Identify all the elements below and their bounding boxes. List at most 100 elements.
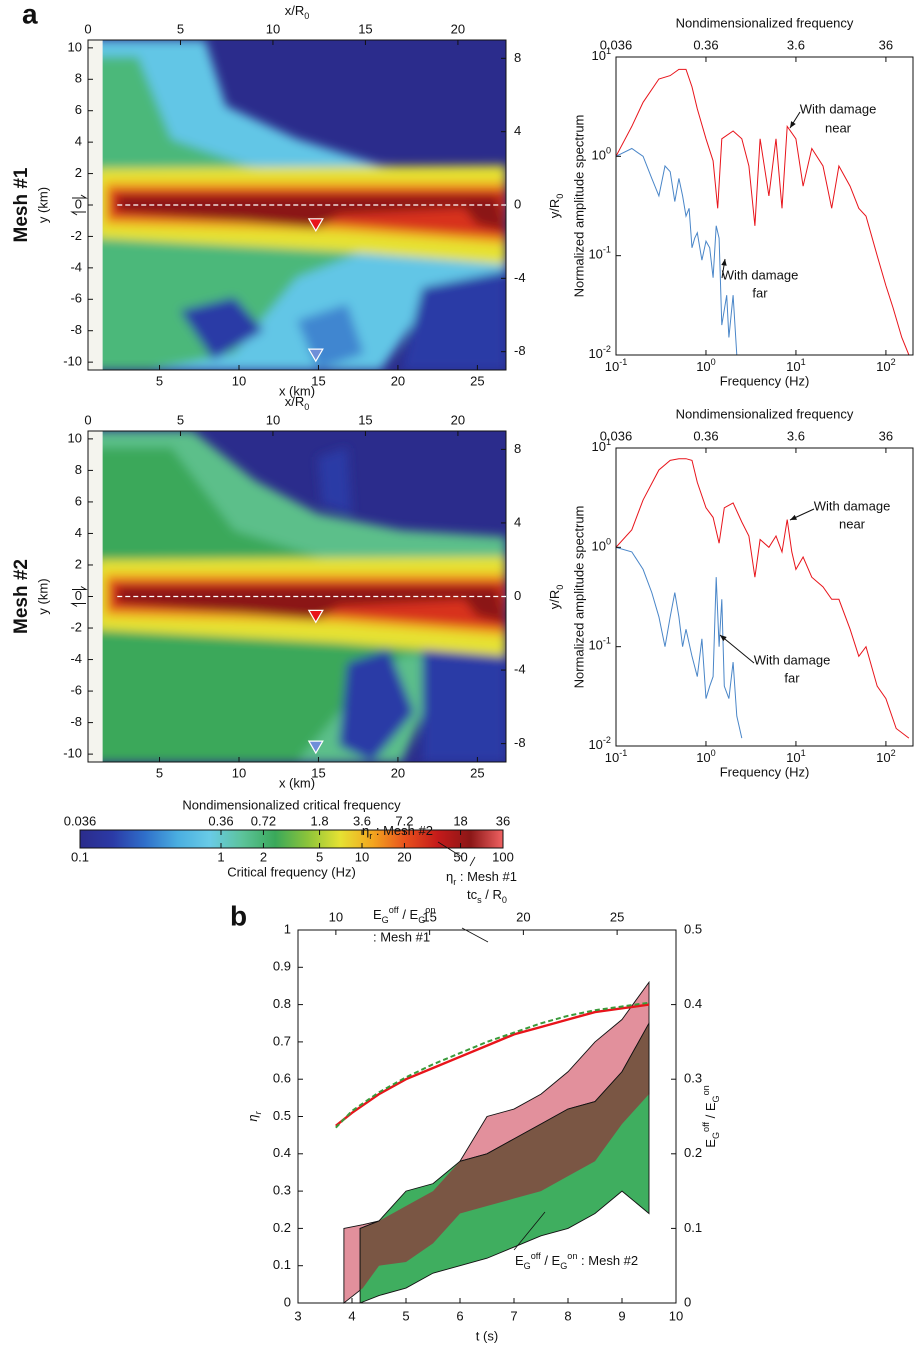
- tick-label: 101: [786, 748, 806, 765]
- tick-label: 0.1: [684, 1220, 702, 1235]
- tick-label: 100: [591, 146, 611, 163]
- tick-label: -4: [514, 270, 526, 285]
- annotation: With damage: [722, 267, 799, 282]
- tick-label: 2: [260, 849, 267, 864]
- tick-label: -8: [70, 322, 82, 337]
- tick-label: 18: [453, 813, 467, 828]
- tick-label: 6: [75, 102, 82, 117]
- tick-label: 10: [329, 909, 343, 924]
- tick-label: 10-1: [605, 357, 628, 374]
- annotation: near: [839, 516, 866, 531]
- y-axis-label: Normalized amplitude spectrum: [571, 506, 586, 689]
- tick-label: 6: [456, 1308, 463, 1323]
- tick-label: 8: [75, 462, 82, 477]
- row-label: Mesh #1: [11, 167, 32, 242]
- field-region: [117, 586, 506, 623]
- annotation: far: [784, 670, 800, 685]
- annotation: ηr : Mesh #1: [446, 869, 517, 887]
- tick-label: 4: [514, 123, 521, 138]
- tick-label: 101: [786, 357, 806, 374]
- x-axis-label: x (km): [279, 383, 315, 398]
- annotation-leader: [461, 927, 489, 943]
- tick-label: 0.36: [208, 813, 233, 828]
- field-strip: [88, 431, 103, 762]
- tick-label: 50: [453, 849, 467, 864]
- x-axis-label: Frequency (Hz): [720, 373, 810, 388]
- arrow-head: [790, 514, 797, 520]
- tick-label: 0.1: [71, 849, 89, 864]
- tick-label: 10: [266, 21, 280, 36]
- tick-label: 25: [470, 765, 484, 780]
- tick-label: 1: [284, 921, 291, 936]
- station-marker: [307, 609, 324, 624]
- arrow-head: [790, 121, 796, 128]
- tick-label: 5: [156, 373, 163, 388]
- tick-label: 0: [284, 1294, 291, 1309]
- tick-label: 10-2: [588, 344, 611, 361]
- arrow-head: [720, 635, 727, 642]
- tick-label: 20: [391, 373, 405, 388]
- tick-label: 10-1: [605, 748, 628, 765]
- tick-label: 102: [876, 357, 896, 374]
- tick-label: 5: [402, 1308, 409, 1323]
- tick-label: 1: [217, 849, 224, 864]
- x-axis-label: x (km): [279, 775, 315, 790]
- tick-label: -2: [70, 619, 82, 634]
- tick-label: 10: [68, 430, 82, 445]
- station-marker: [307, 740, 324, 755]
- tick-label: 8: [75, 71, 82, 86]
- annotation-leader: [513, 1211, 546, 1251]
- tick-label: 3.6: [787, 37, 805, 52]
- tick-label: 25: [610, 909, 624, 924]
- tick-label: 2: [75, 165, 82, 180]
- tick-label: 6: [75, 493, 82, 508]
- tick-label: 5: [177, 412, 184, 427]
- tick-label: 0.36: [693, 37, 718, 52]
- tick-label: 0.036: [600, 428, 633, 443]
- tick-label: -4: [514, 661, 526, 676]
- tick-label: 20: [391, 765, 405, 780]
- colorbar-title: Nondimensionalized critical frequency: [182, 797, 401, 812]
- tick-label: 100: [492, 849, 514, 864]
- tick-label: 4: [75, 134, 82, 149]
- annotation: EGoff / EGon : Mesh #2: [515, 1251, 638, 1271]
- tick-label: 0.036: [64, 813, 97, 828]
- tick-label: -10: [63, 746, 82, 761]
- panel-label: b: [230, 900, 247, 931]
- tick-label: 15: [422, 909, 436, 924]
- tick-label: 20: [451, 21, 465, 36]
- tick-label: 8: [514, 441, 521, 456]
- tick-label: 100: [696, 357, 716, 374]
- tick-label: -10: [63, 354, 82, 369]
- annotation: With damage: [814, 498, 891, 513]
- x-axis-label: Frequency (Hz): [720, 764, 810, 779]
- tick-label: 10: [266, 412, 280, 427]
- tick-label: 8: [564, 1308, 571, 1323]
- tick-label: 0: [75, 588, 82, 603]
- annotation: With damage: [754, 652, 831, 667]
- tick-label: 101: [591, 437, 611, 454]
- tick-label: 0.2: [684, 1145, 702, 1160]
- tick-label: 10: [68, 39, 82, 54]
- spectrum-line: [616, 546, 743, 739]
- tick-label: 5: [316, 849, 323, 864]
- tick-label: 4: [348, 1308, 355, 1323]
- y2-axis-label: EGoff / EGon: [701, 1085, 721, 1147]
- tick-label: 0.4: [273, 1145, 291, 1160]
- tick-label: 0.7: [273, 1033, 291, 1048]
- tick-label: 2: [75, 556, 82, 571]
- y-axis-label: Normalized amplitude spectrum: [571, 115, 586, 298]
- station-marker: [307, 348, 324, 363]
- tick-label: 7.2: [395, 813, 413, 828]
- ratio-line: [335, 1003, 650, 1127]
- tick-label: 36: [496, 813, 510, 828]
- field-strip: [88, 40, 103, 370]
- plot-frame: [615, 447, 914, 747]
- tick-label: 0.6: [273, 1071, 291, 1086]
- tick-label: 10: [232, 373, 246, 388]
- tick-label: 9: [618, 1308, 625, 1323]
- tick-label: 7: [510, 1308, 517, 1323]
- panel-label: a: [22, 0, 38, 29]
- tick-label: 15: [358, 412, 372, 427]
